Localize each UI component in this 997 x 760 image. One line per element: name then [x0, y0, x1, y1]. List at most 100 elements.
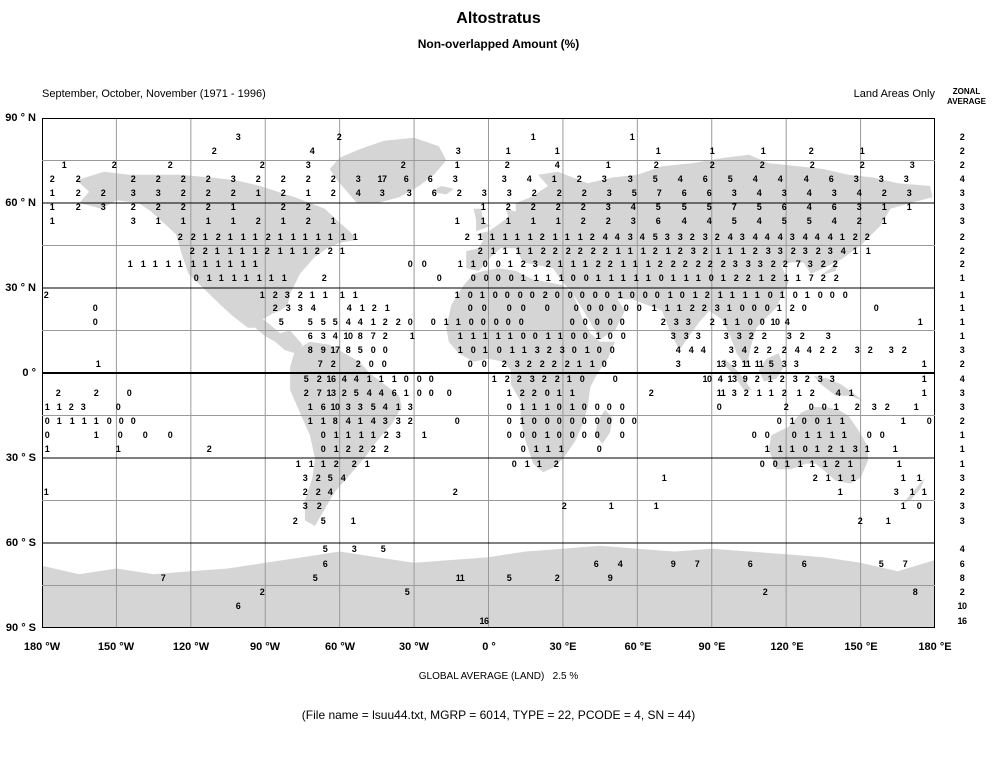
grid-value: 2	[75, 188, 81, 198]
grid-value: 5	[320, 516, 326, 526]
grid-value: 7	[370, 331, 376, 341]
grid-value: 1	[632, 259, 638, 269]
grid-value: 1	[776, 303, 782, 313]
grid-value: 0	[446, 388, 452, 398]
grid-value: 1	[505, 216, 511, 226]
grid-value: 4	[700, 345, 706, 355]
grid-value: 3	[888, 345, 894, 355]
grid-value: 2	[564, 359, 570, 369]
zonal-average-value: 2	[959, 132, 965, 142]
grid-value: 1	[814, 444, 820, 454]
grid-value: 10	[343, 331, 353, 341]
grid-value: 1	[409, 331, 415, 341]
grid-value: 1	[240, 259, 246, 269]
grid-value: 2	[330, 359, 336, 369]
grid-value: 0	[320, 444, 326, 454]
grid-value: 1	[569, 388, 575, 398]
grid-value: 5	[303, 374, 309, 384]
grid-value: 2	[530, 202, 536, 212]
grid-value: 0	[596, 345, 602, 355]
grid-value: 1	[558, 273, 564, 283]
longitude-tick-label: 120 °E	[770, 641, 804, 653]
grid-value: 0	[619, 430, 625, 440]
grid-value: 1	[378, 374, 384, 384]
grid-value: 1	[230, 202, 236, 212]
grid-value: 3	[601, 174, 607, 184]
grid-value: 1	[795, 273, 801, 283]
grid-value: 1	[900, 473, 906, 483]
grid-value: 1	[615, 246, 621, 256]
grid-value: 9	[742, 374, 748, 384]
grid-value: 2	[707, 259, 713, 269]
grid-value: 0	[320, 430, 326, 440]
grid-value: 5	[506, 573, 512, 583]
grid-value: 1	[608, 501, 614, 511]
grid-value: 2	[781, 345, 787, 355]
grid-value: 0	[511, 459, 517, 469]
grid-value: 1	[327, 232, 333, 242]
grid-value: 0	[569, 416, 575, 426]
grid-value: 4	[310, 303, 316, 313]
grid-value: 0	[117, 430, 123, 440]
grid-value: 1	[533, 273, 539, 283]
zonal-average-value: 2	[959, 416, 965, 426]
grid-value: 0	[495, 273, 501, 283]
grid-value: 3	[736, 331, 742, 341]
grid-value: 0	[601, 359, 607, 369]
zonal-average-value: 4	[959, 374, 965, 384]
grid-value: 1	[839, 444, 845, 454]
grid-value: 1	[95, 359, 101, 369]
grid-value: 2	[180, 202, 186, 212]
grid-value: 1	[545, 273, 551, 283]
grid-value: 0	[582, 317, 588, 327]
grid-value: 2	[316, 374, 322, 384]
grid-value: 0	[916, 501, 922, 511]
grid-value: 0	[821, 402, 827, 412]
chart-subtitle: Non-overlapped Amount (%)	[417, 37, 580, 51]
grid-value: 2	[576, 174, 582, 184]
grid-value: 2	[330, 174, 336, 184]
grid-value: 5	[731, 216, 737, 226]
grid-value: 5	[327, 473, 333, 483]
grid-value: 2	[859, 160, 865, 170]
grid-value: 3	[320, 331, 326, 341]
grid-value: 4	[835, 388, 841, 398]
grid-value: 1	[477, 232, 483, 242]
grid-value: 0	[569, 430, 575, 440]
grid-value: 1	[61, 160, 67, 170]
grid-value: 1	[754, 290, 760, 300]
grid-value: 6	[781, 202, 787, 212]
zonal-average-value: 3	[959, 202, 965, 212]
grid-value: 0	[739, 303, 745, 313]
grid-value: 0	[569, 317, 575, 327]
grid-value: 6	[307, 331, 313, 341]
grid-value: 0	[92, 317, 98, 327]
zonal-average-header: ZONAL AVERAGE	[936, 87, 997, 107]
grid-value: 1	[640, 246, 646, 256]
grid-value: 2	[395, 317, 401, 327]
grid-value: 1	[756, 388, 762, 398]
zonal-average-value: 3	[959, 473, 965, 483]
grid-value: 2	[477, 246, 483, 256]
grid-value: 2	[834, 459, 840, 469]
grid-value: 6	[801, 559, 807, 569]
grid-value: 3	[627, 174, 633, 184]
grid-value: 0	[764, 303, 770, 313]
grid-value: 2	[351, 459, 357, 469]
grid-value: 5	[727, 174, 733, 184]
grid-value: 3	[302, 473, 308, 483]
longitude-tick-label: 30 °W	[398, 641, 430, 653]
grid-value: 1	[44, 402, 50, 412]
grid-value: 0	[193, 273, 199, 283]
grid-value: 0	[483, 273, 489, 283]
grid-value: 0	[679, 290, 685, 300]
grid-value: 3	[481, 188, 487, 198]
grid-value: 6	[427, 174, 433, 184]
grid-value: 2	[652, 246, 658, 256]
grid-value: 4	[341, 374, 347, 384]
grid-value: 2	[305, 216, 311, 226]
grid-value: 3	[357, 402, 363, 412]
grid-value: 4	[378, 388, 384, 398]
grid-value: 4	[777, 232, 783, 242]
grid-value: 5	[756, 202, 762, 212]
